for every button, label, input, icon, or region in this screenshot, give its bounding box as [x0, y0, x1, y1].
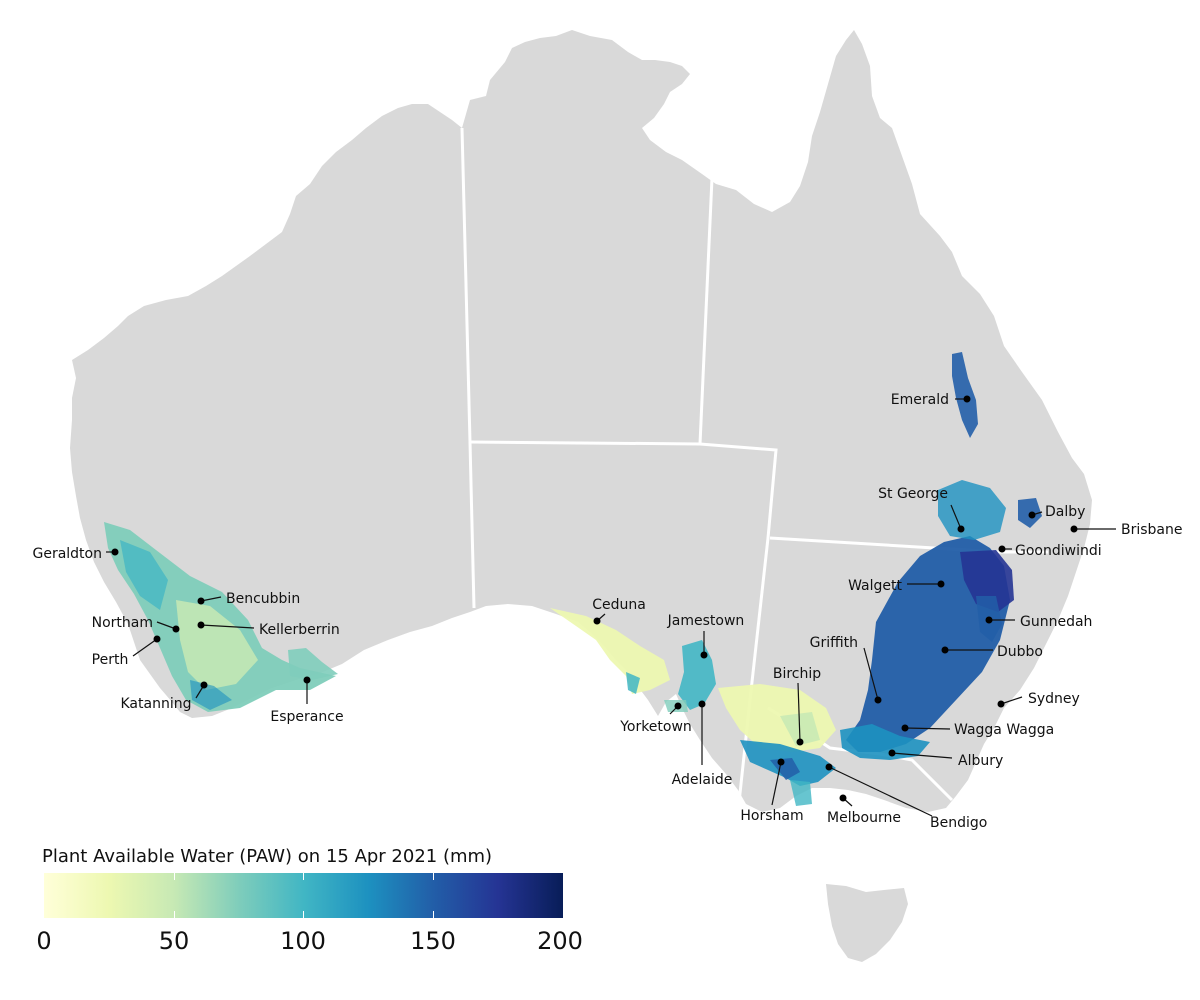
place-label: Esperance — [270, 709, 343, 725]
place-dot — [998, 545, 1006, 553]
place-label: Jamestown — [667, 613, 745, 629]
colorbar-tick — [303, 911, 304, 918]
colorbar-label: 200 — [537, 927, 583, 955]
place-label: Yorketown — [619, 719, 692, 735]
colorbar-tick — [433, 911, 434, 918]
place-dot — [700, 651, 708, 659]
place-dot — [674, 702, 682, 710]
place-label: Dalby — [1045, 504, 1085, 520]
place-dot — [997, 700, 1005, 708]
place-label: Goondiwindi — [1015, 543, 1102, 559]
place-label: St George — [878, 486, 948, 502]
place-dot — [593, 617, 601, 625]
place-dot — [200, 681, 208, 689]
place-markers: Emerald St George Dalby Brisbane Goondiw… — [32, 392, 1182, 831]
place-label: Adelaide — [672, 772, 733, 788]
place-dot — [197, 597, 205, 605]
paw-raster — [104, 352, 1042, 806]
place-dot — [963, 395, 971, 403]
place-label: Griffith — [810, 635, 858, 651]
place-label: Emerald — [891, 392, 949, 408]
place-label: Birchip — [773, 666, 821, 682]
place-dot — [1028, 511, 1036, 519]
place-label: Brisbane — [1121, 522, 1183, 538]
colorbar-label: 50 — [158, 927, 190, 955]
place-dot — [172, 625, 180, 633]
place-label: Wagga Wagga — [954, 722, 1054, 738]
colorbar-tick — [433, 873, 434, 880]
place-dot — [777, 758, 785, 766]
place-dot — [957, 525, 965, 533]
place-dot — [941, 646, 949, 654]
place-label: Dubbo — [997, 644, 1043, 660]
place-label: Walgett — [848, 578, 902, 594]
place-label: Horsham — [740, 808, 803, 824]
colorbar-tick — [174, 873, 175, 880]
colorbar — [44, 873, 563, 918]
place-dot — [901, 724, 909, 732]
place-dot — [796, 738, 804, 746]
colorbar-label: 0 — [36, 927, 52, 955]
colorbar-label: 150 — [410, 927, 456, 955]
place-label: Perth — [92, 652, 129, 668]
place-label: Northam — [92, 615, 153, 631]
place-dot — [937, 580, 945, 588]
place-label: Albury — [958, 753, 1003, 769]
place-label: Kellerberrin — [259, 622, 340, 638]
place-dot — [197, 621, 205, 629]
place-label: Gunnedah — [1020, 614, 1092, 630]
place-dot — [153, 635, 161, 643]
place-dot — [888, 749, 896, 757]
place-dot — [111, 548, 119, 556]
place-dot — [985, 616, 993, 624]
place-dot — [698, 700, 706, 708]
place-label: Bendigo — [930, 815, 987, 831]
colorbar-tick — [303, 873, 304, 880]
legend-title: Plant Available Water (PAW) on 15 Apr 20… — [42, 846, 493, 867]
place-dot — [825, 763, 833, 771]
place-label: Sydney — [1028, 691, 1080, 707]
place-dot — [303, 676, 311, 684]
colorbar-label: 100 — [280, 927, 326, 955]
place-label: Bencubbin — [226, 591, 300, 607]
australia-mainland — [70, 30, 1092, 812]
place-dot — [874, 696, 882, 704]
place-label: Katanning — [121, 696, 192, 712]
place-label: Ceduna — [592, 597, 646, 613]
place-label: Melbourne — [827, 810, 901, 826]
colorbar-tick — [174, 911, 175, 918]
place-dot — [1070, 525, 1078, 533]
tasmania — [826, 884, 908, 962]
place-dot — [839, 794, 847, 802]
place-label: Geraldton — [32, 546, 102, 562]
